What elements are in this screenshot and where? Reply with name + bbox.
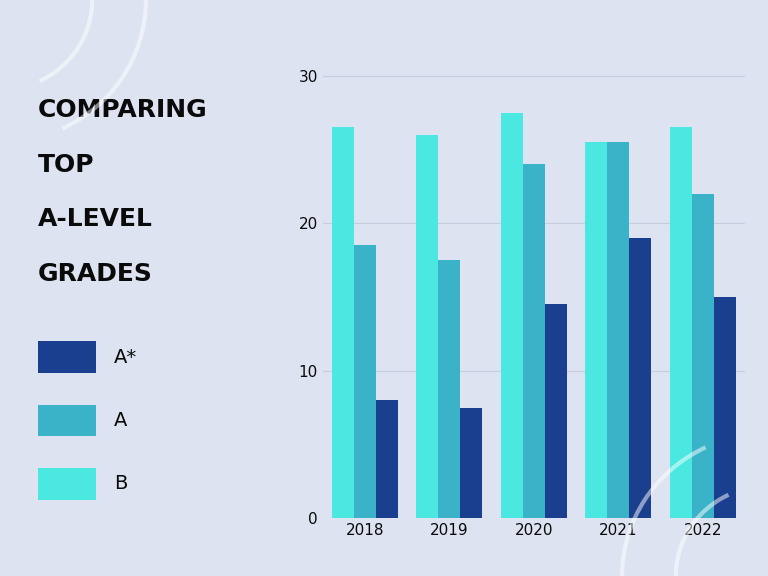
Text: B: B xyxy=(114,475,127,493)
FancyBboxPatch shape xyxy=(38,468,96,499)
Bar xyxy=(332,127,354,518)
Bar xyxy=(354,245,376,518)
Text: A: A xyxy=(114,411,127,430)
Bar xyxy=(416,135,439,518)
Text: TOP: TOP xyxy=(38,153,94,177)
Bar xyxy=(460,408,482,518)
Bar xyxy=(545,304,567,518)
Bar xyxy=(629,238,651,518)
Text: A*: A* xyxy=(114,348,137,366)
Text: A-LEVEL: A-LEVEL xyxy=(38,207,153,232)
Bar xyxy=(607,142,629,518)
Text: GRADES: GRADES xyxy=(38,262,153,286)
Bar xyxy=(585,142,607,518)
Bar xyxy=(692,194,713,518)
FancyBboxPatch shape xyxy=(38,341,96,373)
Bar xyxy=(439,260,460,518)
Bar xyxy=(523,164,545,518)
Bar xyxy=(670,127,692,518)
FancyBboxPatch shape xyxy=(38,404,96,437)
Bar xyxy=(713,297,736,518)
Text: COMPARING: COMPARING xyxy=(38,98,207,122)
Bar xyxy=(376,400,398,518)
Bar xyxy=(501,112,523,518)
